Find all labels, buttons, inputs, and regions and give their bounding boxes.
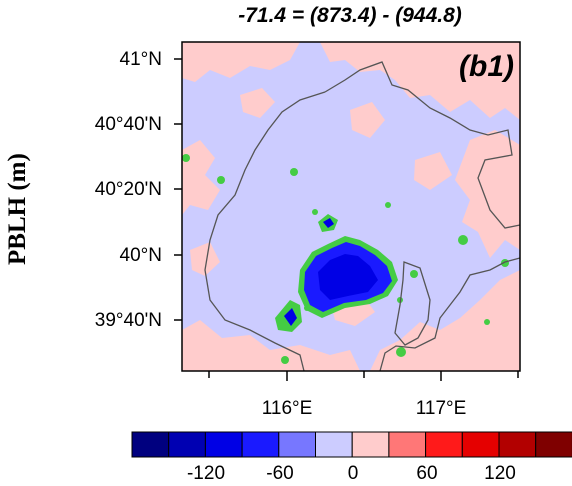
colorbar — [131, 431, 572, 458]
lon-tick-117e: 117°E — [415, 398, 467, 419]
colorbar-label-0: 0 — [347, 463, 359, 484]
lon-tick-marks — [208, 371, 519, 381]
sw-patch — [284, 308, 297, 326]
pink-patch-w — [182, 140, 220, 215]
plot-title: -71.4 = (873.4) - (944.8) — [238, 4, 462, 27]
colorbar-box-7 — [388, 431, 427, 458]
colorbar-box-2 — [204, 431, 243, 458]
pink-patch-n-small — [240, 88, 275, 118]
colorbar-box-3 — [241, 431, 280, 458]
pink-patch-ne — [320, 42, 520, 120]
pink-patch-nw — [182, 42, 300, 82]
spot-12 — [304, 305, 310, 311]
positive-patches — [182, 42, 520, 371]
spot-2 — [217, 176, 225, 184]
panel-label: (b1) — [459, 50, 514, 83]
lat-tick-39-40n: 39°40'N — [94, 310, 162, 331]
colorbar-box-5 — [315, 431, 353, 458]
colorbar-box-11 — [535, 431, 572, 458]
spot-5 — [385, 202, 391, 208]
colorbar-label-60: 60 — [416, 463, 438, 484]
colorbar-box-8 — [425, 431, 463, 458]
lat-tick-40-40n: 40°40'N — [94, 114, 162, 135]
map-frame — [181, 41, 521, 372]
spot-7 — [410, 270, 418, 278]
small-patch-1-core — [323, 218, 334, 228]
province-boundary — [204, 61, 520, 371]
lon-tick-116e: 116°E — [261, 398, 313, 419]
spot-1 — [182, 154, 190, 162]
colorbar-box-0 — [131, 431, 170, 458]
colorbar-label-neg60: -60 — [266, 463, 294, 484]
lat-tick-41n: 41°N — [119, 49, 162, 70]
pink-patch-center — [350, 102, 385, 138]
colorbar-box-10 — [498, 431, 537, 458]
spot-11 — [281, 356, 289, 364]
spot-6 — [458, 235, 468, 245]
urban-core — [182, 154, 509, 364]
pink-patch-s — [182, 320, 360, 371]
spot-9 — [484, 319, 490, 325]
colorbar-box-4 — [278, 431, 316, 458]
lat-tick-40n: 40°N — [119, 245, 162, 266]
spot-10 — [396, 347, 406, 357]
colorbar-box-9 — [461, 431, 500, 458]
lat-tick-marks — [174, 58, 182, 321]
colorbar-box-6 — [351, 431, 390, 458]
urban-core-fill — [318, 254, 378, 300]
spot-3 — [290, 168, 298, 176]
colorbar-label-120: 120 — [484, 463, 516, 484]
spot-4 — [312, 209, 318, 215]
colorbar-label-neg120: -120 — [186, 463, 226, 484]
pink-patch-se — [370, 270, 520, 371]
colorbar-box-1 — [168, 431, 206, 458]
lat-tick-40-20n: 40°20'N — [94, 179, 162, 200]
pink-patch-west-low — [190, 242, 220, 276]
pink-patch-mid — [414, 152, 452, 190]
map-field — [182, 42, 520, 371]
